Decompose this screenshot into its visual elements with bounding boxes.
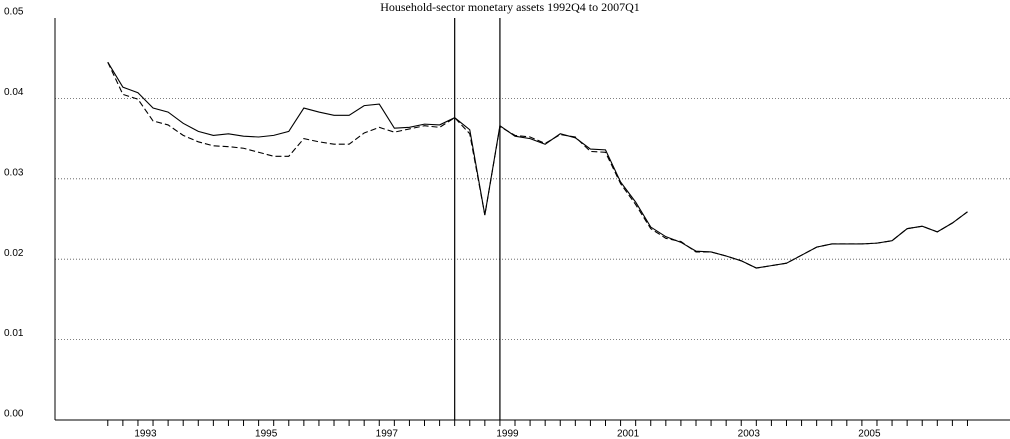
x-tick-label: 2001 [617,429,640,439]
y-tick-label: 0.03 [4,167,24,178]
x-tick-label: 1993 [134,429,157,439]
y-tick-label: 0.02 [4,248,24,259]
x-tick-label: 2003 [738,429,761,439]
x-tick-label: 2005 [858,429,881,439]
data-line [107,61,968,269]
y-tick-label: 0.04 [4,87,24,98]
y-tick-label: 0.01 [4,328,24,339]
y-tick-label: 0.00 [4,409,24,420]
x-tick-label: 1997 [376,429,399,439]
x-tick-label: 1999 [496,429,519,439]
x-tick-label: 1995 [255,429,278,439]
data-line [107,61,968,269]
chart-title: Household-sector monetary assets 1992Q4 … [380,0,640,14]
y-tick-label: 0.05 [4,7,24,18]
